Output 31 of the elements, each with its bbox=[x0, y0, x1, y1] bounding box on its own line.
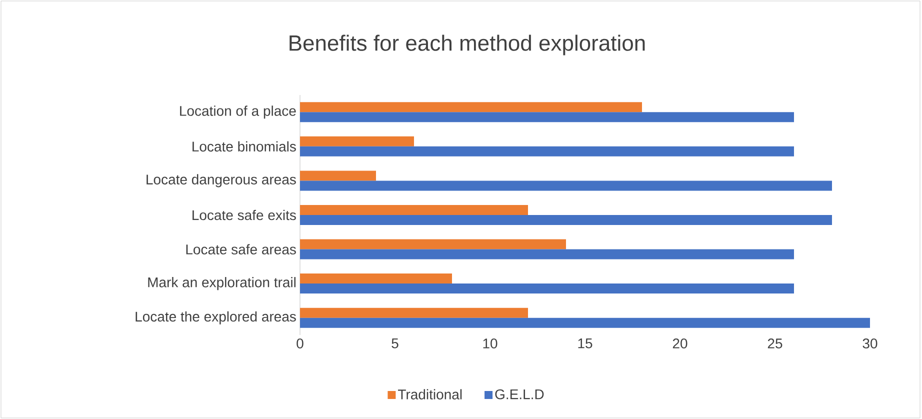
bar bbox=[300, 180, 832, 191]
legend-label: G.E.L.D bbox=[495, 389, 544, 400]
y-tick-label: Locate safe areas bbox=[186, 244, 296, 254]
bar bbox=[300, 249, 794, 260]
y-tick-label: Locate safe exits bbox=[192, 210, 296, 220]
bar bbox=[300, 170, 376, 181]
y-tick-label: Locate binomials bbox=[192, 141, 296, 152]
x-tick-label: 15 bbox=[578, 338, 592, 348]
y-tick-label: Location of a place bbox=[180, 106, 296, 119]
bar bbox=[300, 239, 566, 250]
x-tick-label: 25 bbox=[768, 338, 782, 348]
bar bbox=[300, 308, 528, 318]
bar bbox=[300, 204, 528, 215]
bar bbox=[300, 136, 414, 146]
chart-title: Benefits for each method exploration bbox=[290, 34, 645, 56]
legend-label: Traditional bbox=[398, 389, 462, 400]
bar bbox=[300, 214, 832, 225]
bar bbox=[300, 274, 452, 284]
y-tick-label: Mark an exploration trail bbox=[148, 277, 296, 290]
bar bbox=[300, 146, 794, 156]
x-tick-label: 5 bbox=[392, 338, 398, 348]
x-tick-label: 30 bbox=[862, 338, 878, 348]
bar bbox=[300, 284, 794, 294]
y-tick-label: Locate the explored areas bbox=[136, 311, 296, 324]
bar bbox=[300, 102, 642, 112]
x-tick-label: 0 bbox=[296, 338, 304, 348]
y-tick-label: Locate dangerous areas bbox=[146, 174, 296, 188]
x-tick-label: 10 bbox=[483, 338, 498, 348]
x-tick-label: 20 bbox=[672, 338, 688, 348]
bar bbox=[300, 318, 870, 328]
bar bbox=[300, 112, 794, 122]
